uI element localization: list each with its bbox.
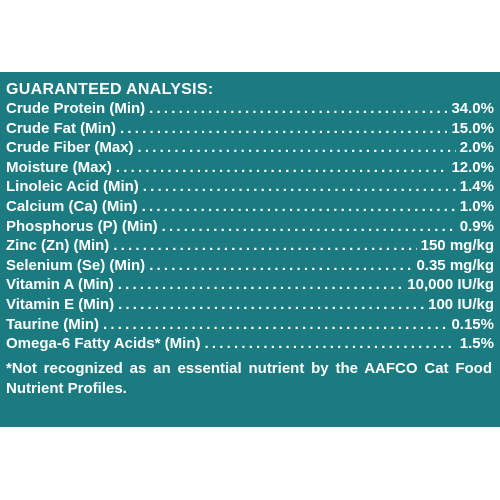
analysis-row: Omega-6 Fatty Acids* (Min) .............…	[6, 335, 494, 355]
leader-dots: ........................................…	[141, 197, 456, 215]
leader-dots: ........................................…	[204, 335, 455, 353]
leader-dots: ........................................…	[161, 217, 456, 235]
leader-dots: ........................................…	[149, 100, 447, 117]
nutrient-label: Zinc (Zn) (Min)	[6, 237, 110, 255]
leader-dots: ........................................…	[103, 315, 448, 333]
leader-dots: ........................................…	[142, 178, 456, 196]
nutrient-value: 0.9%	[459, 217, 494, 235]
analysis-row: Zinc (Zn) (Min) ........................…	[6, 237, 494, 257]
nutrient-label: Selenium (Se) (Min)	[6, 256, 146, 274]
analysis-heading: GUARANTEED ANALYSIS:	[6, 81, 214, 98]
aafco-footnote: *Not recognized as an essential nutrient…	[6, 359, 492, 397]
nutrient-value: 100 IU/kg	[428, 295, 494, 313]
analysis-rows: Crude Protein (Min) ....................…	[6, 100, 494, 355]
nutrient-label: Vitamin A (Min)	[6, 276, 114, 294]
nutrient-value: 1.4%	[459, 178, 494, 196]
analysis-row: Phosphorus (P) (Min) ...................…	[6, 218, 494, 238]
nutrient-value: 34.0%	[451, 100, 494, 117]
analysis-row: Crude Fat (Min) ........................…	[6, 120, 494, 140]
leader-dots: ........................................…	[149, 256, 412, 274]
nutrient-value: 0.35 mg/kg	[416, 256, 494, 274]
nutrient-label: Crude Protein (Min)	[6, 100, 146, 117]
leader-dots: ........................................…	[117, 276, 404, 294]
nutrient-value: 1.5%	[459, 335, 494, 353]
nutrient-label: Taurine (Min)	[6, 315, 100, 333]
nutrient-label: Crude Fat (Min)	[6, 119, 116, 137]
nutrient-value: 10,000 IU/kg	[407, 276, 494, 294]
leader-dots: ........................................…	[120, 119, 447, 137]
analysis-row: Crude Fiber (Max) ......................…	[6, 139, 494, 159]
nutrient-label: Phosphorus (P) (Min)	[6, 217, 158, 235]
nutrient-label: Vitamin E (Min)	[6, 295, 115, 313]
nutrient-value: 12.0%	[451, 158, 494, 176]
nutrient-label: Omega-6 Fatty Acids* (Min)	[6, 335, 201, 353]
leader-dots: ........................................…	[118, 295, 424, 313]
analysis-row: Calcium (Ca) (Min) .....................…	[6, 198, 494, 218]
leader-dots: ........................................…	[113, 237, 416, 255]
analysis-row: Linoleic Acid (Min) ....................…	[6, 178, 494, 198]
leader-dots: ........................................…	[137, 139, 456, 157]
nutrient-value: 0.15%	[451, 315, 494, 333]
analysis-row: Crude Protein (Min) ....................…	[6, 100, 494, 120]
guaranteed-analysis-panel: GUARANTEED ANALYSIS: Crude Protein (Min)…	[0, 72, 500, 427]
nutrient-label: Calcium (Ca) (Min)	[6, 197, 138, 215]
nutrient-value: 2.0%	[459, 139, 494, 157]
analysis-row: Vitamin A (Min) ........................…	[6, 276, 494, 296]
nutrient-value: 15.0%	[451, 119, 494, 137]
nutrient-value: 1.0%	[459, 197, 494, 215]
nutrient-label: Moisture (Max)	[6, 158, 112, 176]
analysis-row: Taurine (Min) ..........................…	[6, 316, 494, 336]
nutrient-label: Crude Fiber (Max)	[6, 139, 134, 157]
analysis-row: Selenium (Se) (Min) ....................…	[6, 257, 494, 277]
nutrient-value: 150 mg/kg	[420, 237, 494, 255]
analysis-row: Moisture (Max) .........................…	[6, 159, 494, 179]
analysis-row: Vitamin E (Min) ........................…	[6, 296, 494, 316]
leader-dots: ........................................…	[115, 158, 448, 176]
nutrient-label: Linoleic Acid (Min)	[6, 178, 139, 196]
